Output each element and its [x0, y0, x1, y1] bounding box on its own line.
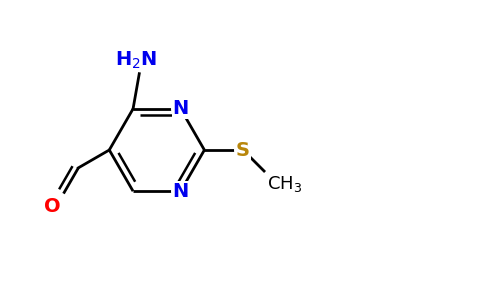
Circle shape — [235, 142, 251, 158]
Text: S: S — [236, 140, 250, 160]
Text: O: O — [44, 196, 60, 215]
Text: N: N — [172, 182, 189, 201]
Text: N: N — [172, 99, 189, 118]
Circle shape — [172, 182, 190, 200]
Text: H$_2$N: H$_2$N — [115, 50, 157, 71]
Circle shape — [172, 100, 190, 118]
Text: CH$_3$: CH$_3$ — [267, 174, 302, 194]
